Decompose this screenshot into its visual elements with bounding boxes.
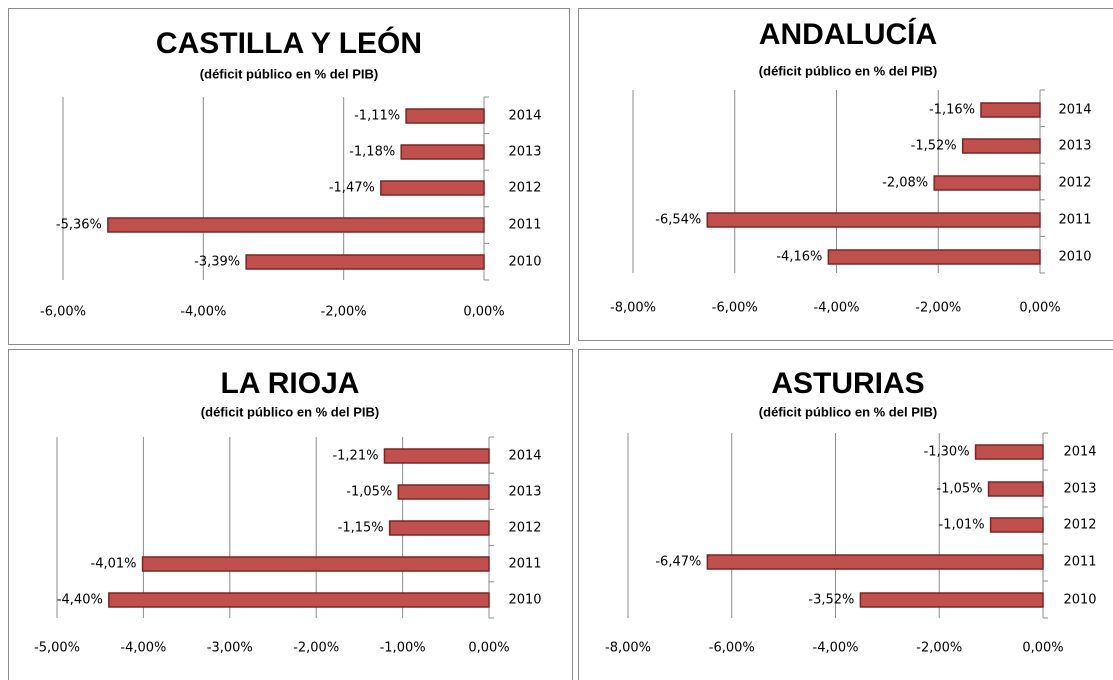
chart-title: CASTILLA Y LEÓN	[156, 26, 422, 60]
data-label: -1,16%	[929, 103, 975, 118]
chart-title: ANDALUCÍA	[759, 17, 937, 51]
chart-title: LA RIOJA	[221, 367, 360, 400]
bar	[989, 517, 1044, 533]
category-label: 2012	[1063, 518, 1096, 533]
category-label: 2011	[1063, 555, 1096, 570]
x-tick-label: -4,00%	[180, 305, 226, 320]
category-label: 2011	[508, 218, 541, 233]
data-label: -2,08%	[882, 176, 928, 191]
x-tick-label: -8,00%	[610, 301, 656, 316]
bar	[827, 249, 1041, 265]
panel	[8, 8, 570, 345]
data-label: -1,18%	[349, 145, 395, 160]
chart-subtitle: (déficit público en % del PIB)	[759, 63, 937, 78]
category-label: 2013	[1058, 139, 1091, 154]
x-tick-label: 0,00%	[468, 641, 509, 656]
category-label: 2014	[508, 109, 541, 124]
bar	[706, 212, 1041, 228]
bar	[380, 180, 485, 196]
bar	[987, 481, 1044, 497]
x-tick-label: -2,00%	[915, 301, 961, 316]
data-label: -1,01%	[939, 518, 985, 533]
data-label: -4,40%	[57, 593, 103, 608]
x-tick-label: -5,00%	[34, 641, 80, 656]
bar	[933, 175, 1041, 191]
data-label: -1,21%	[332, 449, 378, 464]
data-label: -1,15%	[338, 521, 384, 536]
data-label: -4,01%	[91, 557, 137, 572]
category-label: 2014	[1058, 103, 1091, 118]
category-label: 2014	[1063, 445, 1096, 460]
panel	[578, 8, 1113, 341]
x-tick-label: 0,00%	[1022, 641, 1063, 656]
x-tick-label: -2,00%	[321, 305, 367, 320]
category-label: 2010	[508, 593, 541, 608]
bar	[974, 444, 1044, 460]
category-label: 2011	[508, 557, 541, 572]
x-tick-label: -2,00%	[916, 641, 962, 656]
bar	[383, 448, 490, 464]
x-tick-label: -4,00%	[814, 301, 860, 316]
bar	[388, 520, 490, 536]
bar	[400, 144, 485, 160]
x-tick-label: 0,00%	[463, 305, 504, 320]
category-label: 2010	[508, 255, 541, 270]
data-label: -1,11%	[354, 109, 400, 124]
data-label: -3,39%	[194, 255, 240, 270]
category-label: 2011	[1058, 213, 1091, 228]
category-label: 2012	[508, 521, 541, 536]
x-tick-label: -2,00%	[293, 641, 339, 656]
x-tick-label: -6,00%	[709, 641, 755, 656]
chart-subtitle: (déficit público en % del PIB)	[201, 404, 379, 419]
category-label: 2010	[1058, 250, 1091, 265]
x-tick-label: -6,00%	[712, 301, 758, 316]
data-label: -1,05%	[346, 485, 392, 500]
data-label: -6,47%	[655, 555, 701, 570]
x-tick-label: 0,00%	[1019, 301, 1060, 316]
x-tick-label: -1,00%	[380, 641, 426, 656]
panel	[578, 349, 1113, 680]
bar	[961, 138, 1041, 154]
chart-subtitle: (déficit público en % del PIB)	[759, 404, 937, 419]
x-tick-label: -6,00%	[40, 305, 86, 320]
category-label: 2014	[508, 449, 541, 464]
category-label: 2013	[508, 145, 541, 160]
x-tick-label: -4,00%	[813, 641, 859, 656]
data-label: -6,54%	[655, 213, 701, 228]
category-label: 2013	[508, 485, 541, 500]
bar	[706, 554, 1044, 570]
data-label: -1,52%	[911, 139, 957, 154]
data-label: -5,36%	[56, 218, 102, 233]
x-tick-label: -4,00%	[120, 641, 166, 656]
bar	[980, 102, 1041, 118]
data-label: -1,47%	[329, 181, 375, 196]
data-label: -4,16%	[776, 250, 822, 265]
bar	[141, 556, 490, 572]
bar	[108, 592, 490, 608]
panel	[8, 349, 573, 680]
bar	[859, 592, 1044, 608]
data-label: -1,05%	[937, 482, 983, 497]
chart-title: ASTURIAS	[771, 367, 924, 400]
x-tick-label: -3,00%	[207, 641, 253, 656]
x-tick-label: -8,00%	[605, 641, 651, 656]
bar	[397, 484, 490, 500]
data-label: -1,30%	[924, 445, 970, 460]
bar	[107, 217, 485, 233]
chart-subtitle: (déficit público en % del PIB)	[200, 66, 378, 81]
bar	[245, 254, 485, 270]
category-label: 2012	[508, 181, 541, 196]
category-label: 2010	[1063, 593, 1096, 608]
category-label: 2012	[1058, 176, 1091, 191]
category-label: 2013	[1063, 482, 1096, 497]
data-label: -3,52%	[808, 593, 854, 608]
bar	[405, 108, 485, 124]
